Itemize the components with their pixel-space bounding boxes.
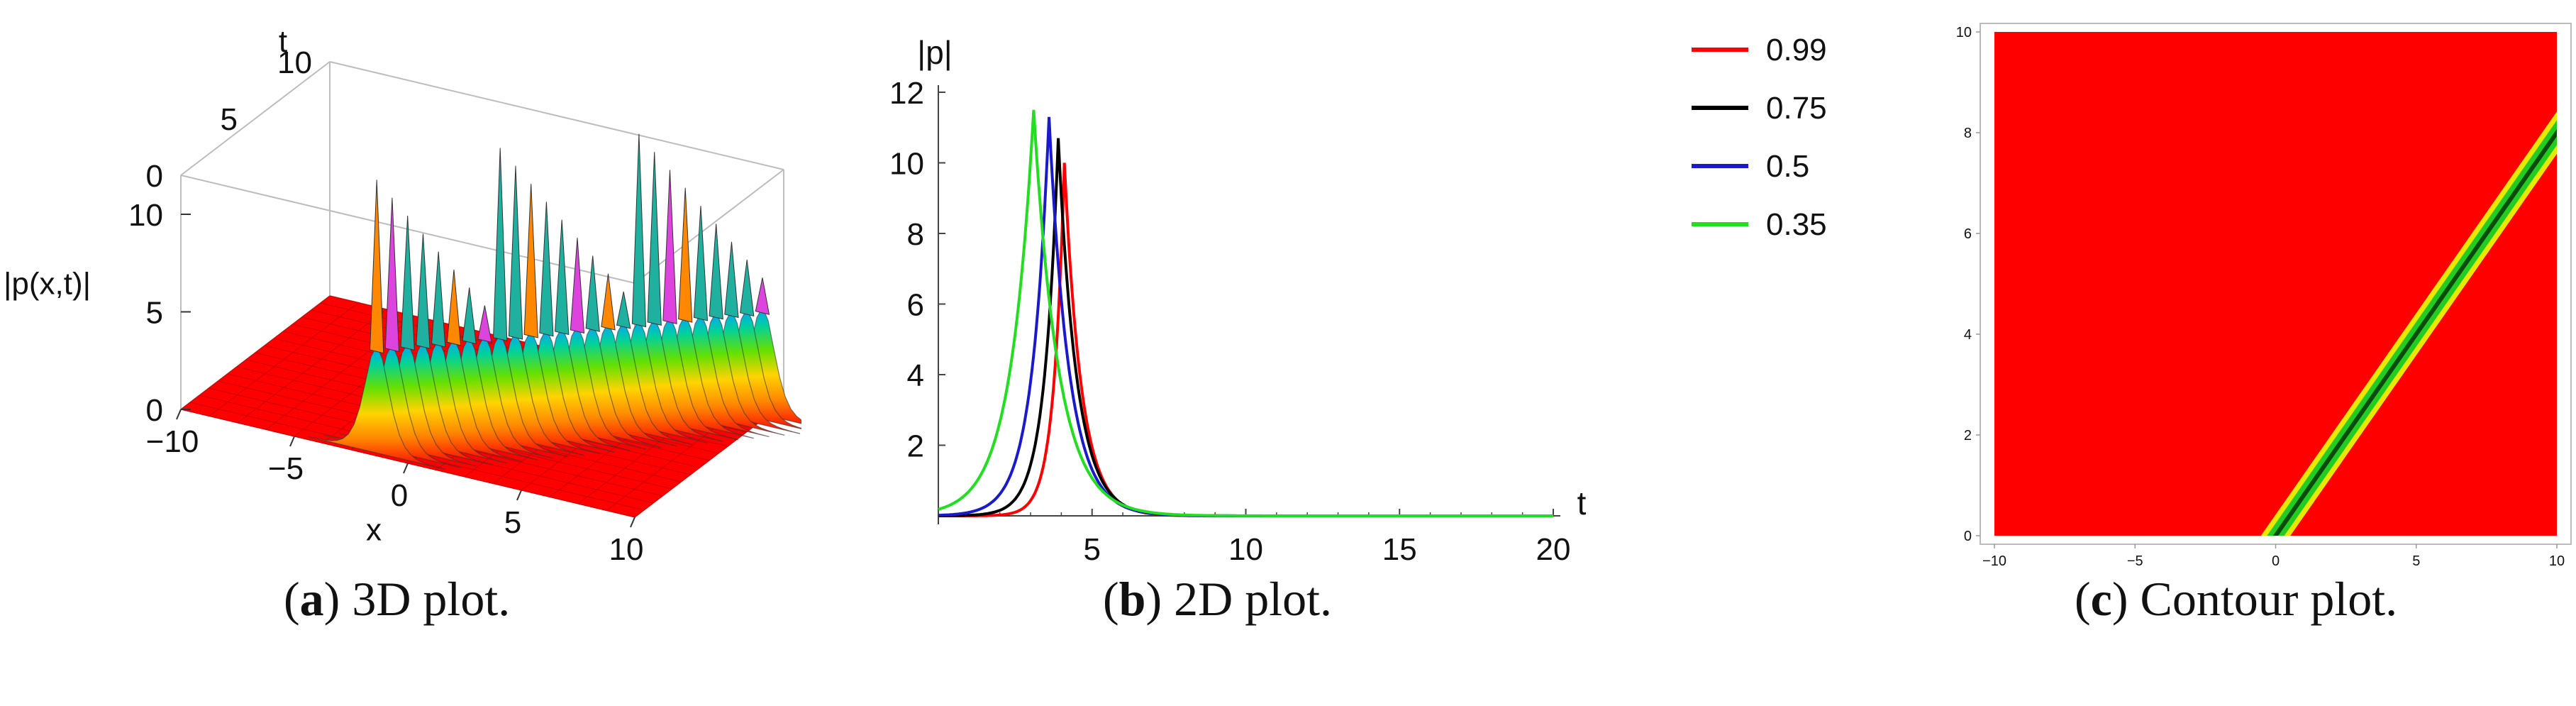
caption-a-letter: a [299,572,324,626]
x-tick-label: 20 [1536,532,1571,567]
x-tick-mark [403,463,409,474]
t-tick-label: 0 [146,159,163,194]
box-edge [180,61,331,176]
t-tick-label: 5 [221,102,238,137]
caption-c-text: Contour plot. [2140,572,2398,626]
ridge-spike [431,251,446,348]
y-tick-label: 2 [907,429,924,464]
x-tick-mark [516,490,522,501]
t-tick-label: 10 [277,45,312,80]
panel-contour-plot: −10 −5 0 5 10 0 2 4 6 8 10 [1915,0,2576,569]
legend-label-0: 0.99 [1766,33,1827,67]
series-line-3 [938,109,1553,517]
ridge-spike [370,180,384,354]
ridge-spike [446,269,462,346]
x-tick-label: 10 [2549,553,2565,568]
caption-a: (a) 3D plot. [284,572,511,626]
y-tick-label: 0 [1964,529,1972,544]
band-group [2260,111,2557,536]
ridge-spike [631,133,647,328]
caption-a-text: 3D plot. [352,572,511,626]
x-tick-label: −5 [2127,553,2143,568]
box-edge [634,169,784,284]
x-tick-label: 15 [1382,532,1417,567]
y-tick-label: 4 [1964,327,1972,343]
caption-b-letter: b [1118,572,1146,626]
ridge-spike [555,219,570,336]
panel-3d-plot: −10 −5 0 5 10 x 0 5 10 |p(x,t)| 0 5 10 t [0,0,831,568]
ridge-spike [400,215,415,351]
x-tick-label: 0 [391,478,408,513]
z-axis-label: |p(x,t)| [4,266,91,301]
caption-b: (b) 2D plot. [1103,572,1333,626]
box-edge [329,61,784,170]
z-tick-label: 0 [146,393,163,428]
caption-c: (c) Contour plot. [2075,572,2398,626]
ridge-spike [693,206,709,321]
y-tick-label: 8 [1964,126,1972,141]
x-tick-label: −5 [268,451,304,486]
ridge-spike [570,238,585,333]
ridge-spike [585,255,600,332]
x-tick-label: 10 [1228,532,1263,567]
series-line-1 [938,138,1553,517]
ridge-spike [493,148,508,341]
x-tick-mark [176,409,182,420]
x-tick-label: 0 [2272,553,2280,568]
y-tick-label: 4 [907,358,924,393]
caption-b-text: 2D plot. [1174,572,1333,626]
y-tick-label: 10 [1956,25,1972,40]
ridge-spike [601,273,616,331]
z-tick-label: 10 [128,198,163,233]
ridge-spike [724,241,739,319]
y-tick-label: 6 [907,288,924,323]
x-tick-mark [630,517,635,528]
x-tick-mark [289,436,295,447]
x-tick-label: 5 [1084,532,1101,567]
ridge-spike [647,152,662,326]
t-axis-label: t [279,24,287,59]
ridge-spike [462,287,477,345]
y-tick-label: 8 [907,217,924,252]
x-tick-label: −10 [1982,553,2006,568]
x-tick-label: 10 [609,532,644,567]
ridge-spike [740,260,755,317]
y-tick-label: 10 [889,147,924,182]
ridge-spike [416,233,431,349]
y-tick-label: 2 [1964,428,1972,443]
ridge-spike [678,187,693,323]
x-tick-label: 5 [2412,553,2420,568]
ridge-spike [384,197,400,353]
ridge-spike [709,224,723,320]
y-tick-label: 6 [1964,226,1972,242]
ridge-spike [523,184,538,338]
x-tick-label: −10 [146,424,199,459]
ridge-spike [508,165,523,340]
x-axis-label: t [1577,485,1587,522]
y-axis-label: |p| [917,34,952,71]
line-plot: 5 10 15 20 2 4 6 8 10 12 |p| t 0.99 0.75 0.5 0.35 [889,33,1827,567]
z-tick-label: 5 [146,296,163,331]
ridge-spike [755,277,770,315]
ridge-spike [662,170,677,324]
panel-2d-plot: 5 10 15 20 2 4 6 8 10 12 |p| t 0.99 0.75 0.5 0.35 [816,0,1880,568]
x-tick-label: 5 [504,505,521,540]
ridge-spike [477,305,492,343]
x-axis-label: x [366,513,382,548]
legend-label-1: 0.75 [1766,91,1827,126]
ridge-spike [539,202,554,337]
band-core [2272,128,2557,536]
legend-label-2: 0.5 [1766,149,1809,184]
heatmap-background [1994,32,2557,536]
contour-plot: −10 −5 0 5 10 0 2 4 6 8 10 [1956,23,2572,569]
y-tick-label: 12 [889,76,924,111]
caption-c-letter: c [2090,572,2112,626]
legend-label-3: 0.35 [1766,207,1827,242]
ridge-spike [616,291,631,329]
